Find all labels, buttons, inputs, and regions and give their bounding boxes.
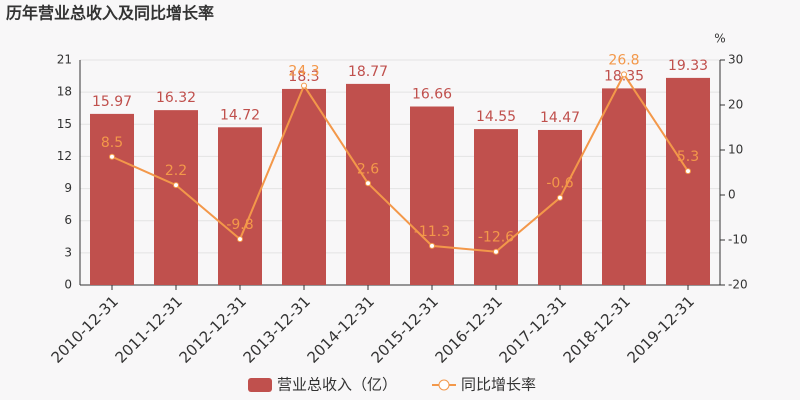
bar	[410, 106, 454, 285]
line-point	[429, 242, 435, 249]
x-tick-label: 2016-12-31	[432, 292, 506, 366]
line-point	[237, 236, 243, 243]
chart-title: 历年营业总收入及同比增长率	[6, 4, 214, 23]
bar-value-label: 15.97	[92, 94, 132, 110]
y-tick-label: 6	[64, 213, 72, 227]
line-point	[109, 153, 115, 160]
line-value-label: -9.8	[226, 217, 253, 233]
x-tick-label: 2018-12-31	[560, 292, 634, 366]
bar	[602, 88, 646, 286]
y2-tick-label: -10	[728, 233, 748, 247]
y2-tick-label: 20	[728, 98, 743, 112]
bar-value-label: 14.55	[476, 109, 516, 125]
y2-tick-label: 10	[728, 143, 743, 157]
y-tick-label: 3	[64, 245, 72, 259]
bar	[538, 129, 582, 285]
bar	[218, 127, 262, 286]
bar	[474, 129, 518, 285]
line-point	[301, 82, 307, 89]
x-tick-label: 2013-12-31	[240, 292, 314, 366]
line-value-label: -11.3	[414, 224, 450, 240]
x-tick-label: 2017-12-31	[496, 292, 570, 366]
y-tick-label: 18	[57, 85, 72, 99]
line-value-label: 5.3	[677, 149, 699, 165]
bar-value-label: 16.32	[156, 90, 196, 106]
y2-tick-label: 30	[728, 53, 743, 67]
legend-label: 营业总收入（亿）	[277, 376, 397, 394]
line-point	[365, 180, 371, 187]
bar	[90, 113, 134, 286]
x-tick-label: 2012-12-31	[176, 292, 250, 366]
y-tick-label: 15	[57, 117, 72, 131]
y-tick-label: 9	[64, 181, 72, 195]
y2-tick-label: -20	[728, 278, 748, 292]
bar	[282, 88, 326, 285]
bar	[666, 77, 710, 286]
x-tick-label: 2011-12-31	[112, 292, 186, 366]
bar-value-label: 14.72	[220, 107, 260, 123]
line	[111, 72, 689, 253]
legend-label: 同比增长率	[461, 376, 536, 394]
line-point	[621, 71, 627, 78]
bar-value-label: 18.3	[288, 69, 319, 85]
y-tick-label: 12	[57, 149, 72, 163]
bar-value-label: 18.77	[348, 64, 388, 80]
line-value-label: 2.6	[357, 161, 379, 177]
line-value-label: 26.8	[608, 52, 639, 68]
line-value-label: -0.6	[546, 176, 573, 192]
line-point	[173, 182, 179, 189]
x-tick-label: 2014-12-31	[304, 292, 378, 366]
y-tick-label: 0	[64, 278, 72, 292]
legend-swatch	[438, 379, 450, 391]
line-value-label: -12.6	[478, 230, 514, 246]
line-value-label: 24.3	[288, 64, 319, 80]
x-tick-label: 2015-12-31	[368, 292, 442, 366]
bar-value-label: 19.33	[668, 58, 708, 74]
bar-value-label: 16.66	[412, 87, 452, 103]
line-point	[685, 168, 691, 175]
x-tick-label: 2010-12-31	[48, 292, 122, 366]
line-value-label: 2.2	[165, 163, 187, 179]
y2-tick-label: 0	[728, 188, 736, 202]
y-tick-label: 21	[57, 53, 72, 67]
line-value-label: 8.5	[101, 135, 123, 151]
line-point	[557, 194, 563, 201]
y2-axis-label: %	[714, 32, 725, 46]
legend-swatch	[248, 378, 272, 392]
bar-value-label: 14.47	[540, 110, 580, 126]
x-tick-label: 2019-12-31	[624, 292, 698, 366]
line-point	[493, 248, 499, 255]
